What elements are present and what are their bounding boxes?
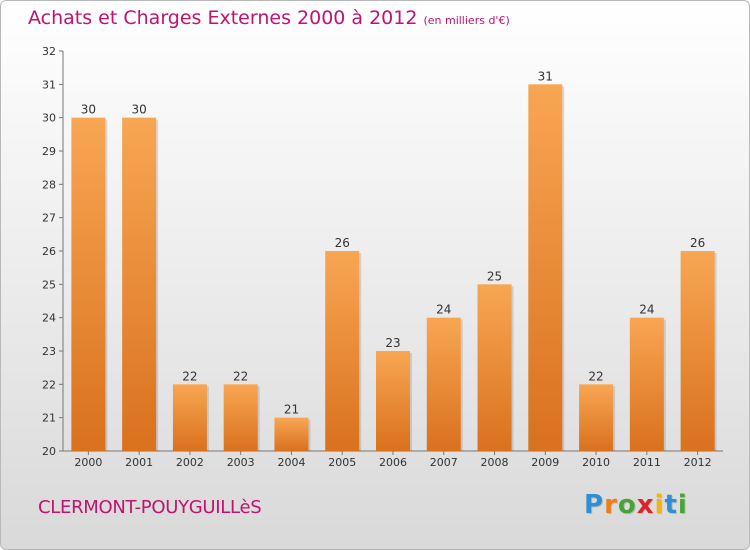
bar	[629, 317, 664, 451]
bar	[680, 251, 715, 451]
logo-letter: i	[677, 490, 688, 520]
x-tick-label: 2006	[379, 456, 407, 469]
x-tick-label: 2011	[633, 456, 661, 469]
x-tick-label: 2007	[430, 456, 458, 469]
bar	[325, 251, 360, 451]
x-tick-label: 2009	[531, 456, 559, 469]
y-tick-label: 32	[42, 45, 56, 58]
logo-letter: t	[664, 490, 678, 520]
x-tick-label: 2010	[582, 456, 610, 469]
bar-value-label: 30	[81, 103, 96, 117]
bar-value-label: 26	[690, 236, 705, 250]
x-tick-label: 2000	[74, 456, 102, 469]
bar-value-label: 25	[487, 269, 502, 283]
bar-value-label: 26	[335, 236, 350, 250]
logo-letter: i	[654, 490, 665, 520]
y-tick-label: 30	[42, 112, 56, 125]
x-tick-label: 2004	[277, 456, 305, 469]
bar	[71, 117, 106, 452]
bar-value-label: 30	[132, 103, 147, 117]
bar	[477, 284, 512, 451]
y-tick-label: 20	[42, 445, 56, 458]
bar-value-label: 22	[588, 369, 603, 383]
x-tick-label: 2001	[125, 456, 153, 469]
x-tick-label: 2008	[481, 456, 509, 469]
logo-letter: x	[636, 490, 655, 520]
x-tick-label: 2003	[227, 456, 255, 469]
bar	[579, 384, 614, 451]
y-tick-label: 31	[42, 78, 56, 91]
chart-title: Achats et Charges Externes 2000 à 2012 (e…	[28, 7, 510, 29]
proxiti-logo: Proxiti	[584, 490, 688, 520]
logo-letter: P	[584, 490, 605, 520]
y-tick-label: 28	[42, 178, 56, 191]
x-tick-label: 2012	[684, 456, 712, 469]
x-tick-label: 2005	[328, 456, 356, 469]
y-tick-label: 21	[42, 412, 56, 425]
y-tick-label: 25	[42, 278, 56, 291]
bar	[223, 384, 258, 451]
title-text: Achats et Charges Externes 2000 à 2012	[28, 7, 418, 29]
y-tick-label: 27	[42, 212, 56, 225]
bar	[122, 117, 157, 452]
y-tick-label: 22	[42, 378, 56, 391]
bar	[528, 84, 563, 451]
bar	[426, 317, 461, 451]
bar-value-label: 22	[233, 369, 248, 383]
bar	[172, 384, 207, 451]
y-tick-label: 29	[42, 145, 56, 158]
bar-value-label: 31	[538, 69, 553, 83]
unit-label: (en milliers d'€)	[423, 14, 510, 27]
y-tick-label: 26	[42, 245, 56, 258]
bar-value-label: 24	[639, 303, 654, 317]
logo-letter: r	[604, 490, 618, 520]
logo-letter: o	[617, 490, 637, 520]
bar	[376, 351, 410, 451]
commune-name: CLERMONT-POUYGUILLèS	[38, 497, 262, 518]
bar	[274, 417, 309, 451]
y-tick-label: 24	[42, 312, 56, 325]
x-tick-label: 2002	[176, 456, 204, 469]
bar-value-label: 22	[182, 369, 197, 383]
bar-value-label: 23	[385, 336, 400, 350]
bar-value-label: 24	[436, 303, 451, 317]
y-tick-label: 23	[42, 345, 56, 358]
bar-value-label: 21	[284, 403, 299, 417]
